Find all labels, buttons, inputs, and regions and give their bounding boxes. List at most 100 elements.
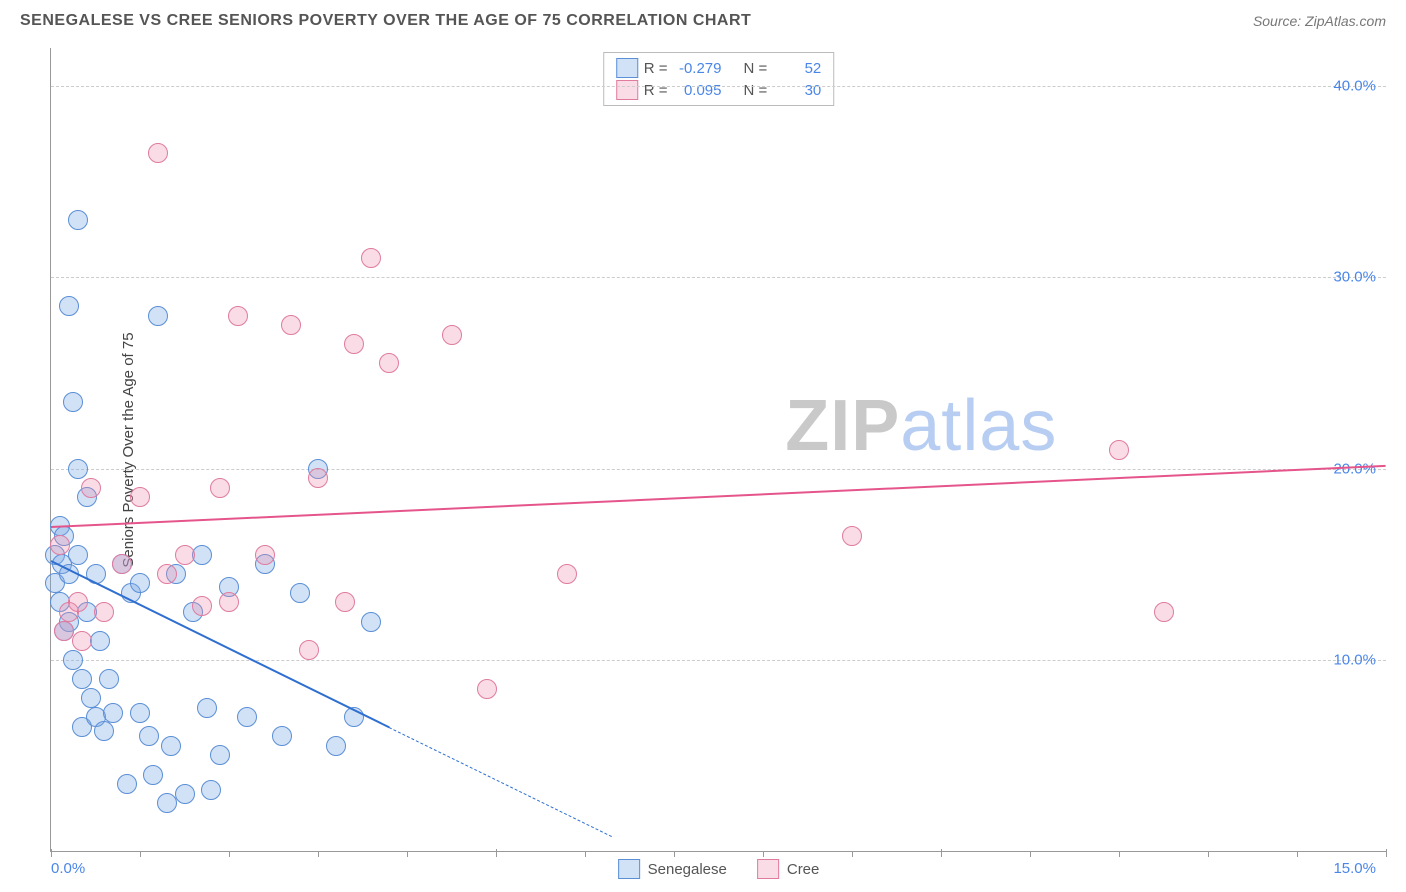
y-tick-label: 10.0% <box>1333 651 1376 668</box>
legend-swatch <box>616 80 638 100</box>
scatter-point-cree <box>1109 440 1129 460</box>
scatter-point-cree <box>557 564 577 584</box>
scatter-point-senegalese <box>197 698 217 718</box>
legend-item: Cree <box>757 859 820 879</box>
scatter-point-senegalese <box>201 780 221 800</box>
scatter-point-cree <box>228 306 248 326</box>
y-tick-label: 30.0% <box>1333 269 1376 286</box>
x-axis-legend: Senegalese Cree <box>618 859 820 879</box>
chart-title: SENEGALESE VS CREE SENIORS POVERTY OVER … <box>20 12 751 30</box>
scatter-point-cree <box>81 478 101 498</box>
x-tick-minor <box>852 852 853 857</box>
x-tick-minor <box>318 852 319 857</box>
scatter-point-senegalese <box>103 703 123 723</box>
x-axis-max-label: 15.0% <box>1333 860 1376 877</box>
stats-row: R =0.095N =30 <box>616 79 822 101</box>
x-tick-major <box>496 849 497 857</box>
r-value: 0.095 <box>674 82 722 99</box>
scatter-point-cree <box>335 592 355 612</box>
legend-item: Senegalese <box>618 859 727 879</box>
scatter-point-cree <box>308 468 328 488</box>
y-axis-label: Seniors Poverty Over the Age of 75 <box>120 332 137 567</box>
chart-header: SENEGALESE VS CREE SENIORS POVERTY OVER … <box>0 0 1406 38</box>
scatter-point-cree <box>68 592 88 612</box>
scatter-point-senegalese <box>161 736 181 756</box>
watermark-part2: atlas <box>900 386 1057 466</box>
correlation-stats-box: R =-0.279N =52R =0.095N =30 <box>603 52 835 106</box>
x-tick-minor <box>1119 852 1120 857</box>
y-tick-label: 40.0% <box>1333 78 1376 95</box>
scatter-point-cree <box>299 640 319 660</box>
gridline <box>51 277 1386 278</box>
scatter-point-senegalese <box>143 765 163 785</box>
scatter-point-cree <box>175 545 195 565</box>
scatter-point-senegalese <box>68 459 88 479</box>
x-tick-minor <box>407 852 408 857</box>
scatter-point-cree <box>192 596 212 616</box>
legend-label: Cree <box>787 861 820 878</box>
chart-container: Seniors Poverty Over the Age of 75 ZIPat… <box>50 48 1386 852</box>
scatter-point-senegalese <box>81 688 101 708</box>
legend-label: Senegalese <box>648 861 727 878</box>
scatter-point-cree <box>281 315 301 335</box>
scatter-point-cree <box>210 478 230 498</box>
scatter-point-senegalese <box>63 650 83 670</box>
x-tick-major <box>51 849 52 857</box>
x-tick-minor <box>1208 852 1209 857</box>
scatter-point-senegalese <box>72 669 92 689</box>
scatter-point-senegalese <box>157 793 177 813</box>
scatter-point-cree <box>255 545 275 565</box>
scatter-point-cree <box>219 592 239 612</box>
legend-swatch <box>616 58 638 78</box>
scatter-point-senegalese <box>326 736 346 756</box>
scatter-point-senegalese <box>272 726 292 746</box>
scatter-point-cree <box>842 526 862 546</box>
x-tick-major <box>941 849 942 857</box>
x-tick-minor <box>585 852 586 857</box>
gridline <box>51 469 1386 470</box>
scatter-point-cree <box>1154 602 1174 622</box>
scatter-point-senegalese <box>130 573 150 593</box>
legend-swatch <box>757 859 779 879</box>
r-label: R = <box>644 82 668 99</box>
scatter-point-cree <box>477 679 497 699</box>
watermark-part1: ZIP <box>785 386 900 466</box>
scatter-point-senegalese <box>99 669 119 689</box>
scatter-point-senegalese <box>290 583 310 603</box>
watermark: ZIPatlas <box>785 385 1057 467</box>
scatter-point-cree <box>94 602 114 622</box>
scatter-point-cree <box>50 535 70 555</box>
x-tick-minor <box>1030 852 1031 857</box>
scatter-point-senegalese <box>361 612 381 632</box>
n-value: 52 <box>773 60 821 77</box>
scatter-point-cree <box>361 248 381 268</box>
scatter-point-cree <box>157 564 177 584</box>
scatter-point-senegalese <box>148 306 168 326</box>
x-axis-min-label: 0.0% <box>51 860 85 877</box>
r-label: R = <box>644 60 668 77</box>
scatter-point-senegalese <box>59 296 79 316</box>
plot-area: Seniors Poverty Over the Age of 75 ZIPat… <box>50 48 1386 852</box>
x-tick-minor <box>763 852 764 857</box>
chart-source: Source: ZipAtlas.com <box>1253 13 1386 29</box>
scatter-point-senegalese <box>94 721 114 741</box>
scatter-point-senegalese <box>63 392 83 412</box>
n-value: 30 <box>773 82 821 99</box>
scatter-point-senegalese <box>139 726 159 746</box>
x-tick-minor <box>229 852 230 857</box>
legend-swatch <box>618 859 640 879</box>
scatter-point-cree <box>112 554 132 574</box>
scatter-point-cree <box>442 325 462 345</box>
n-label: N = <box>744 60 768 77</box>
scatter-point-cree <box>130 487 150 507</box>
stats-row: R = -0.279 N = 52 <box>616 57 822 79</box>
scatter-point-senegalese <box>210 745 230 765</box>
gridline <box>51 86 1386 87</box>
x-tick-major <box>1386 849 1387 857</box>
scatter-point-cree <box>344 334 364 354</box>
scatter-point-cree <box>72 631 92 651</box>
scatter-point-senegalese <box>117 774 137 794</box>
scatter-point-senegalese <box>175 784 195 804</box>
r-value: -0.279 <box>674 60 722 77</box>
scatter-point-senegalese <box>130 703 150 723</box>
